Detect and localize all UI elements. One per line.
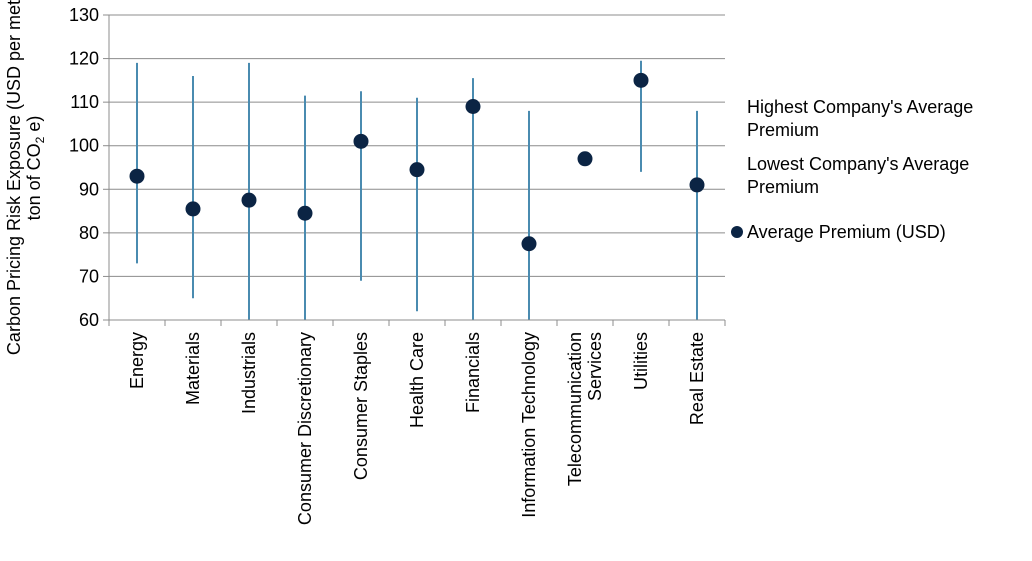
legend-marker [731, 226, 743, 238]
average-point [297, 205, 313, 221]
y-axis-title-subscript: 2 [33, 136, 47, 143]
legend-label: Highest Company's Average [747, 97, 973, 117]
y-tick-label: 90 [79, 179, 99, 199]
y-tick-label: 60 [79, 310, 99, 330]
y-axis-title-line2-text: ton of CO [24, 143, 44, 220]
y-axis-title-line1: Carbon Pricing Risk Exposure (USD per me… [4, 0, 24, 355]
legend-label: Lowest Company's Average [747, 154, 969, 174]
x-tick-label: Health Care [407, 332, 427, 428]
range-lines [136, 60, 698, 320]
y-tick-label: 80 [79, 223, 99, 243]
average-point [521, 236, 537, 252]
average-point [689, 177, 705, 193]
average-point [241, 192, 257, 208]
x-tick-label: Information Technology [519, 332, 539, 518]
x-tick-label: Consumer Discretionary [295, 332, 315, 525]
y-axis-title: Carbon Pricing Risk Exposure (USD per me… [4, 0, 47, 355]
x-tick-label: Energy [127, 332, 147, 389]
average-point [409, 162, 425, 178]
y-tick-label: 120 [69, 49, 99, 69]
y-tick-label: 130 [69, 5, 99, 25]
average-point [129, 168, 145, 184]
legend-label: Average Premium (USD) [747, 222, 946, 242]
legend-label: Premium [747, 120, 819, 140]
average-point [633, 72, 649, 88]
legend: Highest Company's Average Premium Lowest C… [731, 97, 973, 242]
x-tick-label: Services [585, 332, 605, 401]
axes: 60 70 80 90 100 110 120 130 Energy Materials Indus… [69, 5, 726, 525]
y-tick-label: 70 [79, 266, 99, 286]
y-axis-title-line2-end: e) [24, 116, 44, 137]
average-point [185, 201, 201, 217]
average-point [577, 151, 593, 167]
x-tick-label: Financials [463, 332, 483, 413]
x-tick-label: Industrials [239, 332, 259, 414]
x-tick-label: Real Estate [687, 332, 707, 425]
y-tick-label: 100 [69, 136, 99, 156]
x-tick-label: Telecommunication [565, 332, 585, 486]
x-tick-label: Utilities [631, 332, 651, 390]
average-point [465, 99, 481, 114]
y-tick-label: 110 [70, 92, 99, 112]
average-point [353, 133, 369, 149]
legend-label: Premium [747, 177, 819, 197]
x-tick-label: Materials [183, 332, 203, 405]
x-tick-label: Consumer Staples [351, 332, 371, 480]
average-points [129, 72, 705, 252]
y-axis-title-line2: ton of CO2 e) [24, 116, 47, 221]
